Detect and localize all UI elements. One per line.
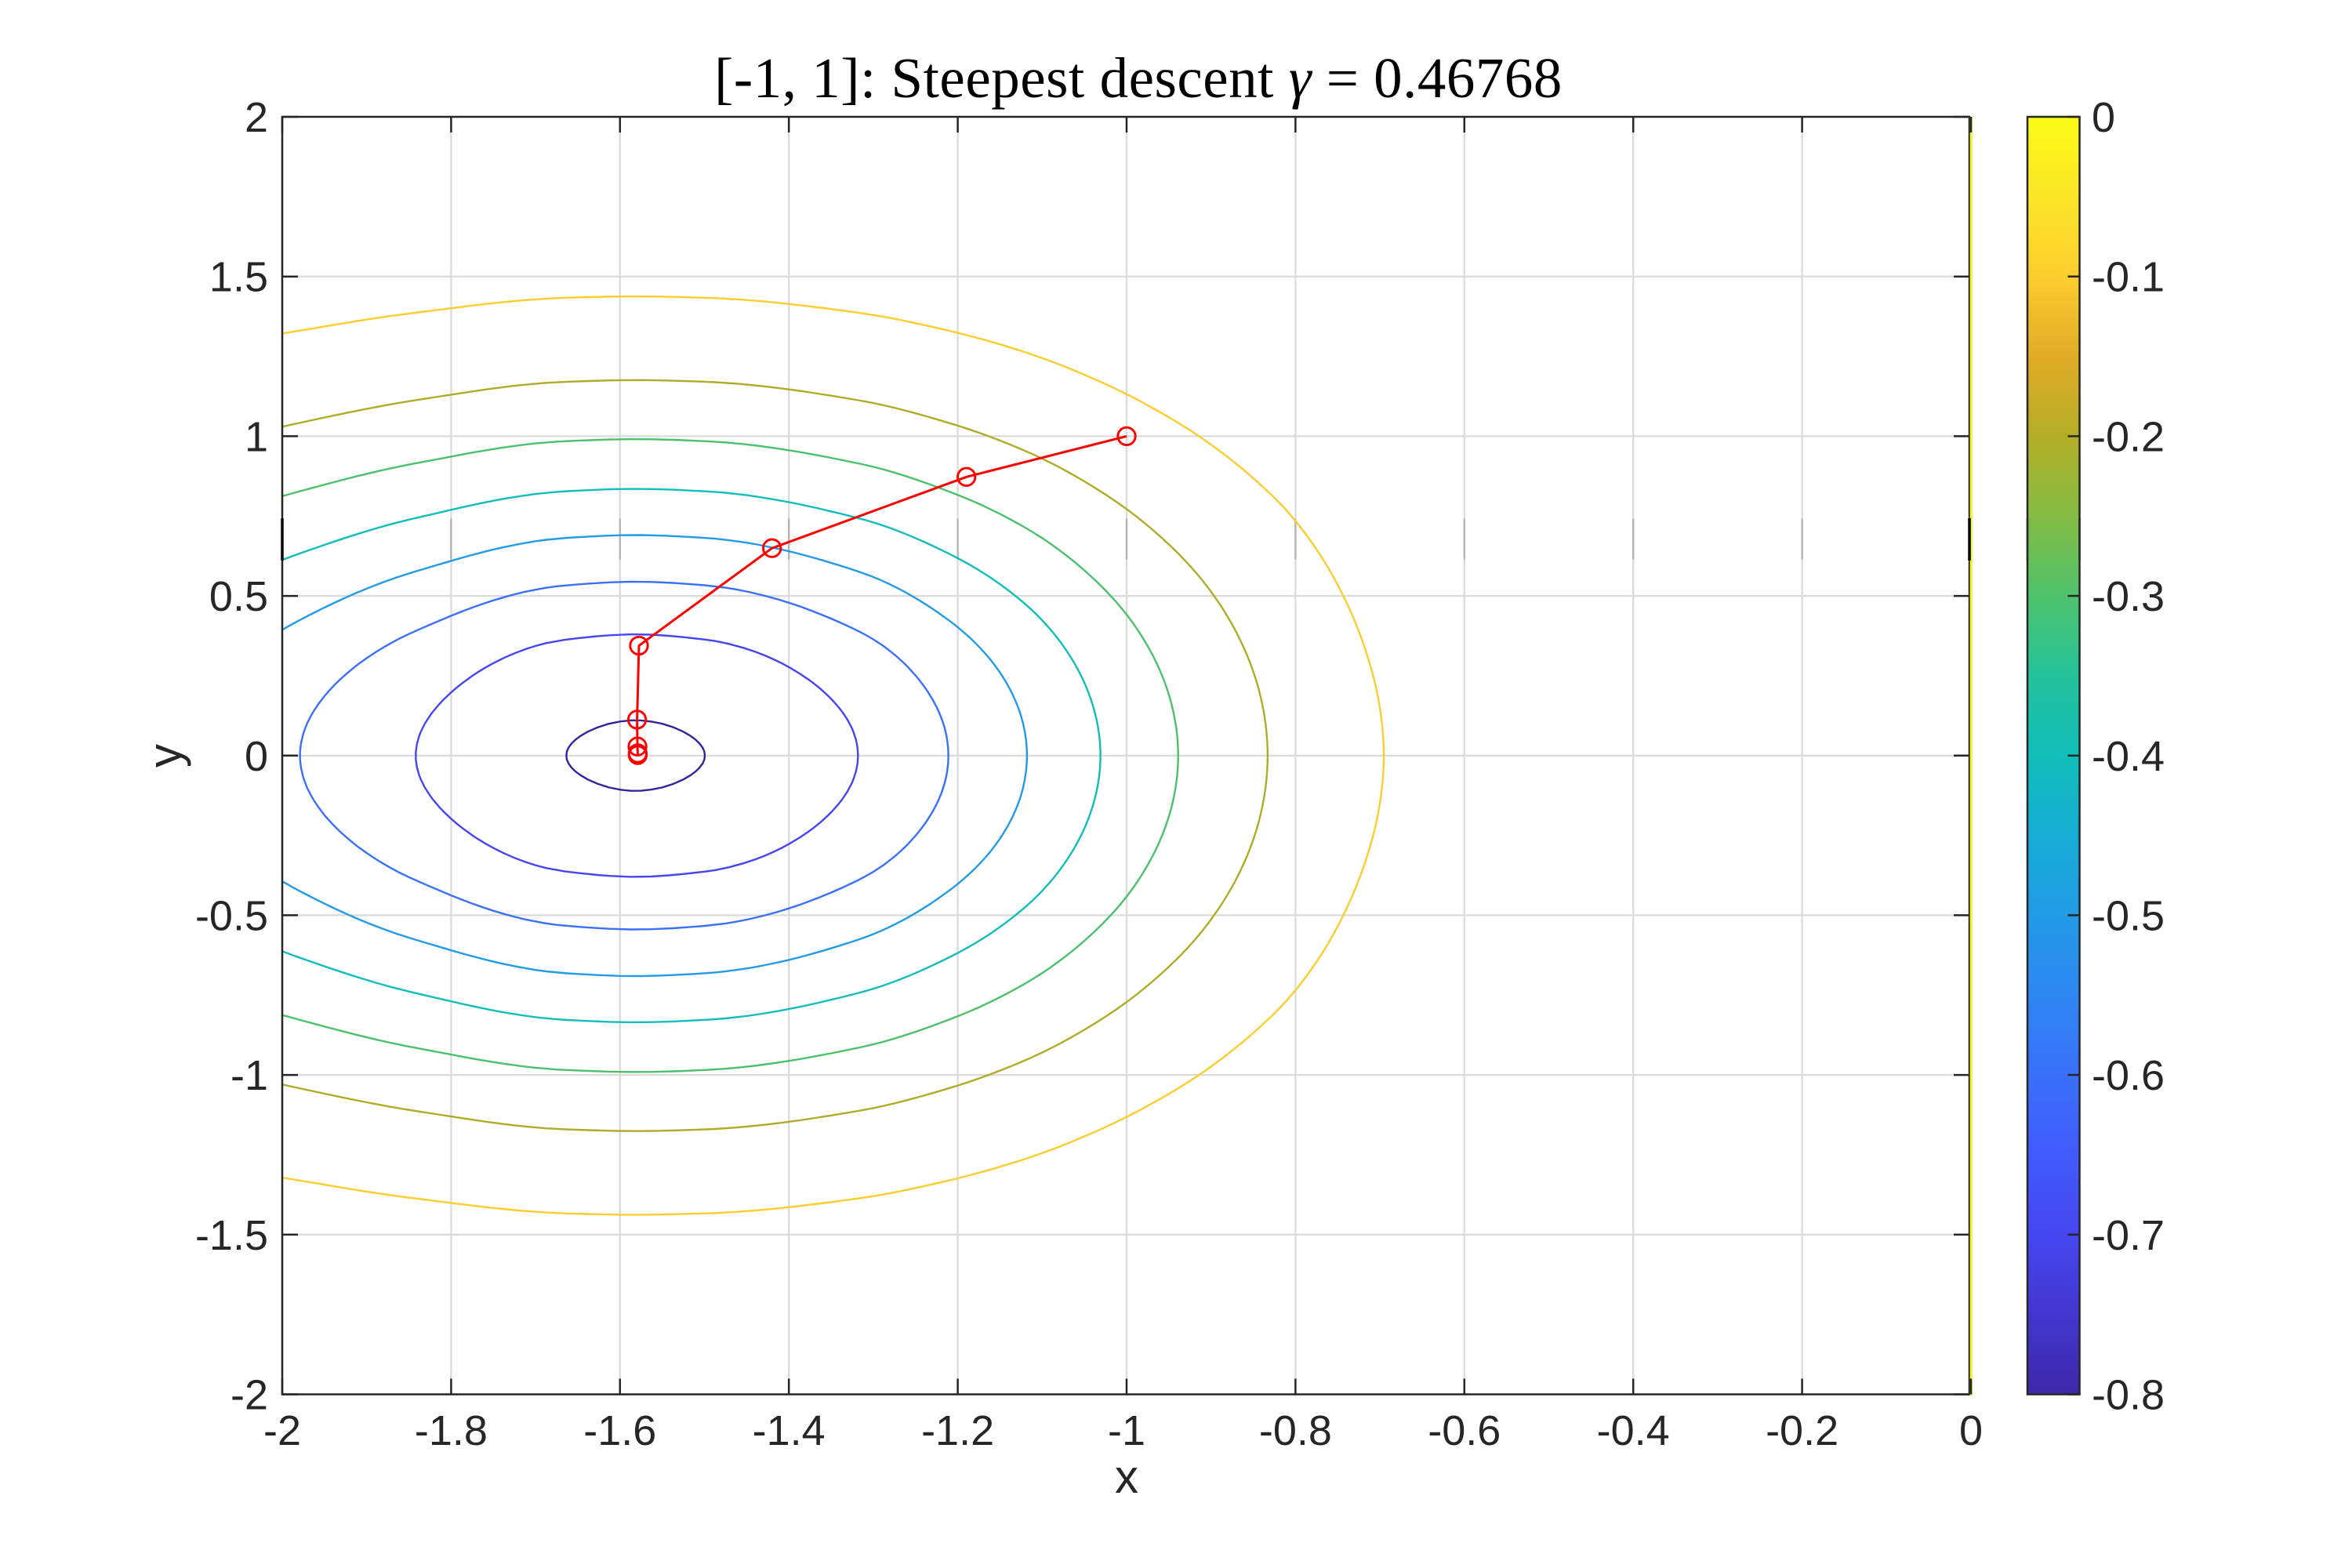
svg-text:-0.4: -0.4 <box>1597 1407 1670 1454</box>
svg-text:-0.8: -0.8 <box>1259 1407 1332 1454</box>
svg-text:-1: -1 <box>230 1052 268 1099</box>
svg-text:-1.4: -1.4 <box>753 1407 826 1454</box>
svg-text:-0.4: -0.4 <box>2092 733 2165 780</box>
svg-text:-1.8: -1.8 <box>415 1407 488 1454</box>
svg-text:-0.5: -0.5 <box>2092 892 2165 939</box>
svg-text:-2: -2 <box>263 1407 301 1454</box>
svg-text:x: x <box>1115 1450 1138 1503</box>
svg-text:1.5: 1.5 <box>209 254 268 301</box>
svg-text:-1.6: -1.6 <box>583 1407 656 1454</box>
svg-text:-1.2: -1.2 <box>921 1407 994 1454</box>
svg-text:0: 0 <box>2092 94 2115 141</box>
svg-text:2: 2 <box>245 94 268 141</box>
svg-text:-0.5: -0.5 <box>195 892 268 939</box>
svg-text:-0.3: -0.3 <box>2092 573 2165 620</box>
svg-text:1: 1 <box>245 413 268 460</box>
svg-text:-1.5: -1.5 <box>195 1212 268 1259</box>
svg-text:[-1, 1]: Steepest descent γ =: [-1, 1]: Steepest descent γ = 0.46768 <box>714 46 1563 110</box>
svg-text:-0.1: -0.1 <box>2092 254 2165 301</box>
svg-text:0: 0 <box>245 733 268 780</box>
svg-text:-0.6: -0.6 <box>2092 1052 2165 1099</box>
svg-text:-0.7: -0.7 <box>2092 1212 2165 1259</box>
svg-text:0.5: 0.5 <box>209 573 268 620</box>
svg-text:y: y <box>139 744 191 768</box>
svg-text:-0.2: -0.2 <box>1766 1407 1838 1454</box>
svg-text:-2: -2 <box>230 1372 268 1419</box>
svg-text:-0.8: -0.8 <box>2092 1372 2165 1419</box>
svg-text:0: 0 <box>1959 1407 1983 1454</box>
svg-text:-0.6: -0.6 <box>1428 1407 1501 1454</box>
svg-text:-1: -1 <box>1108 1407 1145 1454</box>
svg-text:-0.2: -0.2 <box>2092 413 2165 460</box>
